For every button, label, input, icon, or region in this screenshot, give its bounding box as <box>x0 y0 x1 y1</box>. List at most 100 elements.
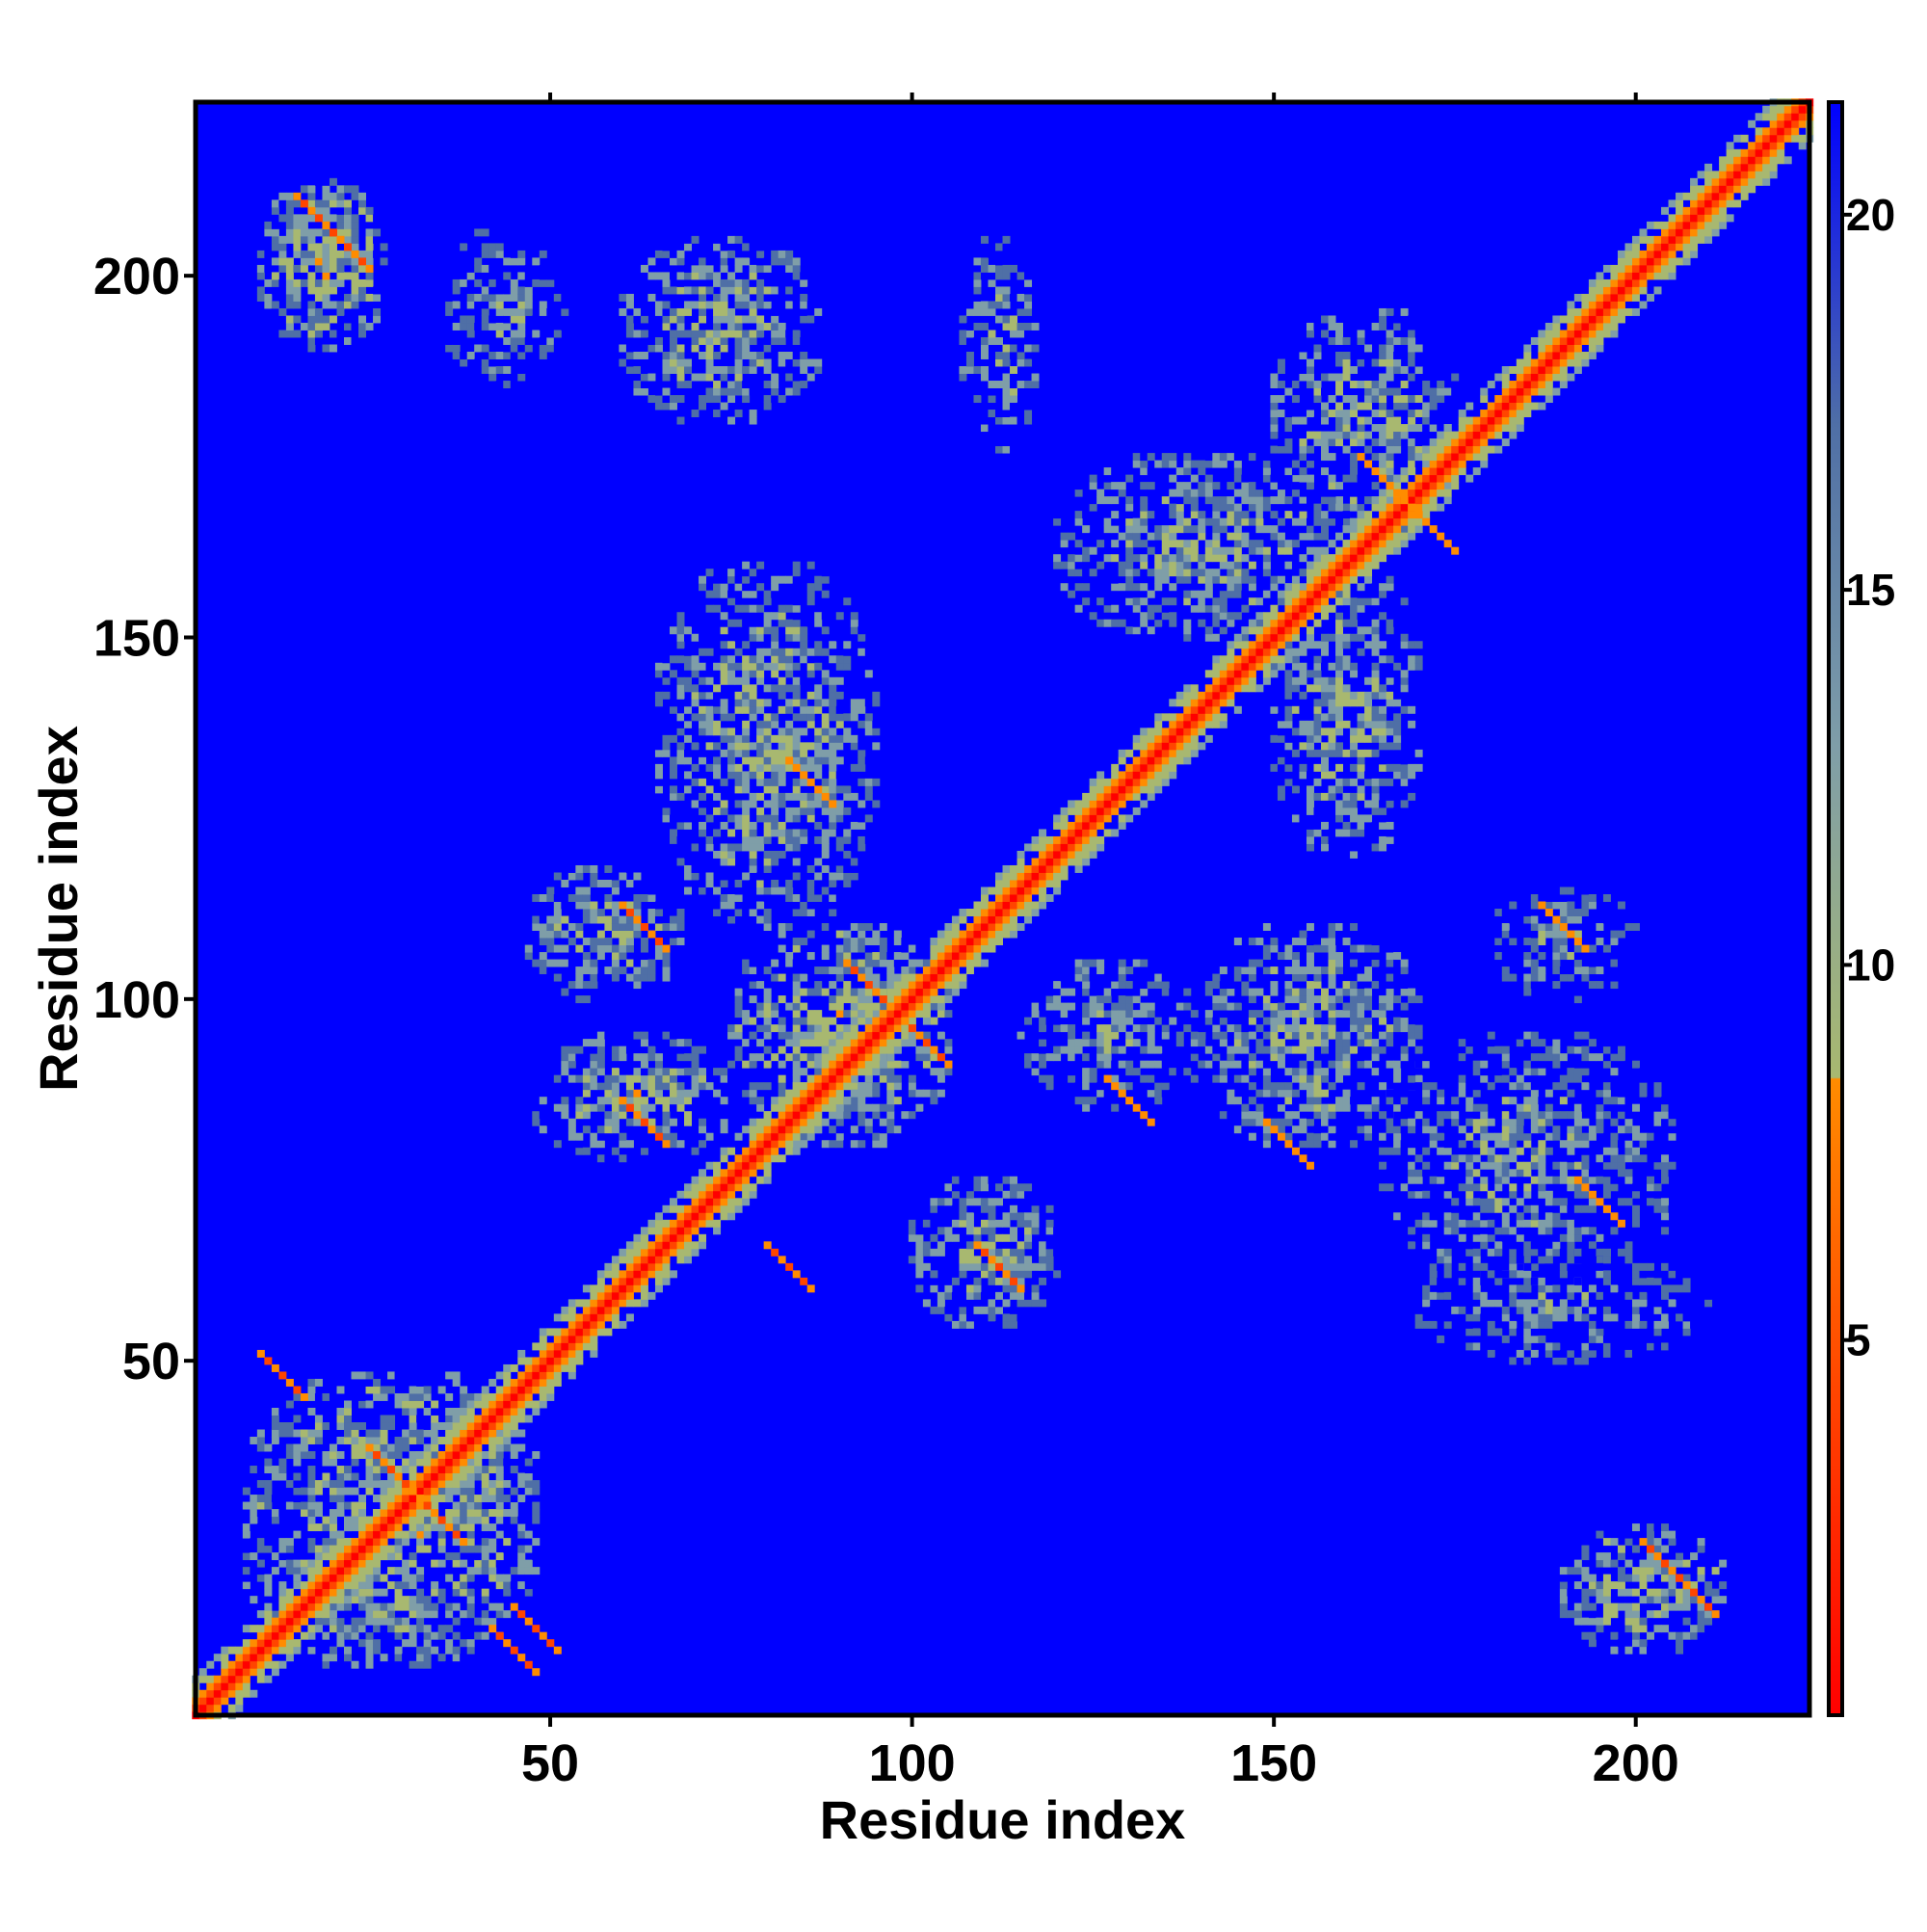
heatmap-cell <box>314 307 323 316</box>
heatmap-cell <box>654 1053 663 1062</box>
heatmap-cell <box>785 959 794 967</box>
heatmap-cell <box>1306 1089 1314 1098</box>
heatmap-cell <box>1342 749 1351 757</box>
heatmap-cell <box>835 713 844 722</box>
heatmap-cell <box>278 235 287 244</box>
heatmap-cell <box>1313 734 1322 743</box>
heatmap-cell <box>749 901 757 910</box>
heatmap-cell <box>336 1466 345 1474</box>
heatmap-cell <box>256 250 265 258</box>
heatmap-cell <box>481 330 489 338</box>
heatmap-cell <box>1393 1039 1402 1047</box>
heatmap-cell <box>619 944 627 953</box>
heatmap-cell <box>285 1400 294 1409</box>
heatmap-cell <box>749 336 757 345</box>
heatmap-cell <box>1169 1053 1177 1062</box>
heatmap-cell <box>893 1060 902 1069</box>
heatmap-cell <box>705 720 714 728</box>
heatmap-cell <box>1270 699 1279 707</box>
heatmap-cell <box>285 1538 294 1547</box>
heatmap-cell <box>1379 966 1387 975</box>
heatmap-cell <box>843 641 852 649</box>
heatmap-cell <box>402 1443 410 1452</box>
heatmap-cell <box>742 771 751 780</box>
heatmap-cell <box>1212 973 1221 982</box>
heatmap-cell <box>1350 1045 1359 1054</box>
heatmap-cell <box>800 1002 808 1011</box>
heatmap-cell <box>973 366 982 374</box>
heatmap-cell <box>242 1487 251 1495</box>
heatmap-cell <box>1602 1559 1611 1568</box>
heatmap-cell <box>633 1053 642 1062</box>
heatmap-cell <box>705 590 714 598</box>
heatmap-cell <box>460 293 468 302</box>
heatmap-cell <box>1379 981 1387 990</box>
heatmap-cell <box>264 1530 273 1539</box>
heatmap-cell <box>1697 1602 1705 1611</box>
heatmap-cell <box>416 1538 425 1547</box>
heatmap-cell <box>995 358 1003 367</box>
heatmap-cell <box>1342 923 1351 932</box>
heatmap-cell <box>1248 1068 1256 1076</box>
heatmap-cell <box>553 959 562 967</box>
heatmap-cell <box>394 1443 403 1452</box>
heatmap-cell <box>437 301 446 309</box>
heatmap-cell <box>1039 1017 1047 1025</box>
heatmap-cell <box>1342 1097 1351 1105</box>
heatmap-cell <box>1010 1204 1018 1213</box>
heatmap-cell <box>734 909 743 916</box>
heatmap-cell <box>792 373 801 382</box>
heatmap-cell <box>1227 988 1235 996</box>
heatmap-cell <box>387 1581 396 1590</box>
heatmap-cell <box>625 301 634 309</box>
heatmap-cell <box>640 315 648 324</box>
heatmap-cell <box>676 728 685 736</box>
heatmap-cell <box>242 1567 251 1575</box>
heatmap-cell <box>792 807 801 815</box>
heatmap-cell <box>742 655 751 664</box>
heatmap-cell <box>1183 1053 1192 1062</box>
heatmap-cell <box>699 800 707 808</box>
heatmap-cell <box>843 988 852 996</box>
heatmap-cell <box>1161 973 1170 982</box>
heatmap-cell <box>858 843 866 852</box>
heatmap-cell <box>1270 988 1279 996</box>
heatmap-cell <box>373 315 382 324</box>
heatmap-cell <box>314 1378 323 1387</box>
heatmap-cell <box>785 272 794 280</box>
heatmap-cell <box>930 1277 938 1285</box>
heatmap-cell <box>1140 988 1148 996</box>
heatmap-cell <box>1342 1103 1351 1112</box>
heatmap-cell <box>792 569 801 577</box>
heatmap-cell <box>625 330 634 338</box>
heatmap-cell <box>285 199 294 208</box>
heatmap-cell <box>944 1284 953 1293</box>
heatmap-cell <box>988 1204 996 1213</box>
heatmap-cell <box>1060 973 1069 982</box>
heatmap-cell <box>1631 1631 1640 1640</box>
heatmap-cell <box>1328 1103 1336 1112</box>
heatmap-cell <box>1313 641 1322 649</box>
heatmap-cell <box>1103 1031 1112 1040</box>
heatmap-cell <box>864 959 873 967</box>
heatmap-cell <box>1313 655 1322 664</box>
heatmap-cell <box>965 1190 974 1199</box>
heatmap-cell <box>1357 792 1365 801</box>
heatmap-cell <box>409 1602 417 1611</box>
heatmap-cell <box>300 1429 308 1438</box>
heatmap-cell <box>713 235 722 244</box>
heatmap-cell <box>582 1074 591 1083</box>
heatmap-cell <box>1306 641 1314 649</box>
heatmap-cell <box>676 742 685 751</box>
heatmap-cell <box>1617 1588 1625 1597</box>
heatmap-cell <box>1241 1060 1250 1069</box>
heatmap-cell <box>829 901 837 910</box>
heatmap-cell <box>423 1625 432 1633</box>
heatmap-cell <box>307 301 316 309</box>
heatmap-cell <box>771 590 779 598</box>
heatmap-cell <box>250 1437 258 1444</box>
heatmap-cell <box>1697 1538 1705 1547</box>
heatmap-cell <box>1321 1118 1329 1126</box>
heatmap-cell <box>1386 988 1394 996</box>
heatmap-cell <box>1154 988 1163 996</box>
